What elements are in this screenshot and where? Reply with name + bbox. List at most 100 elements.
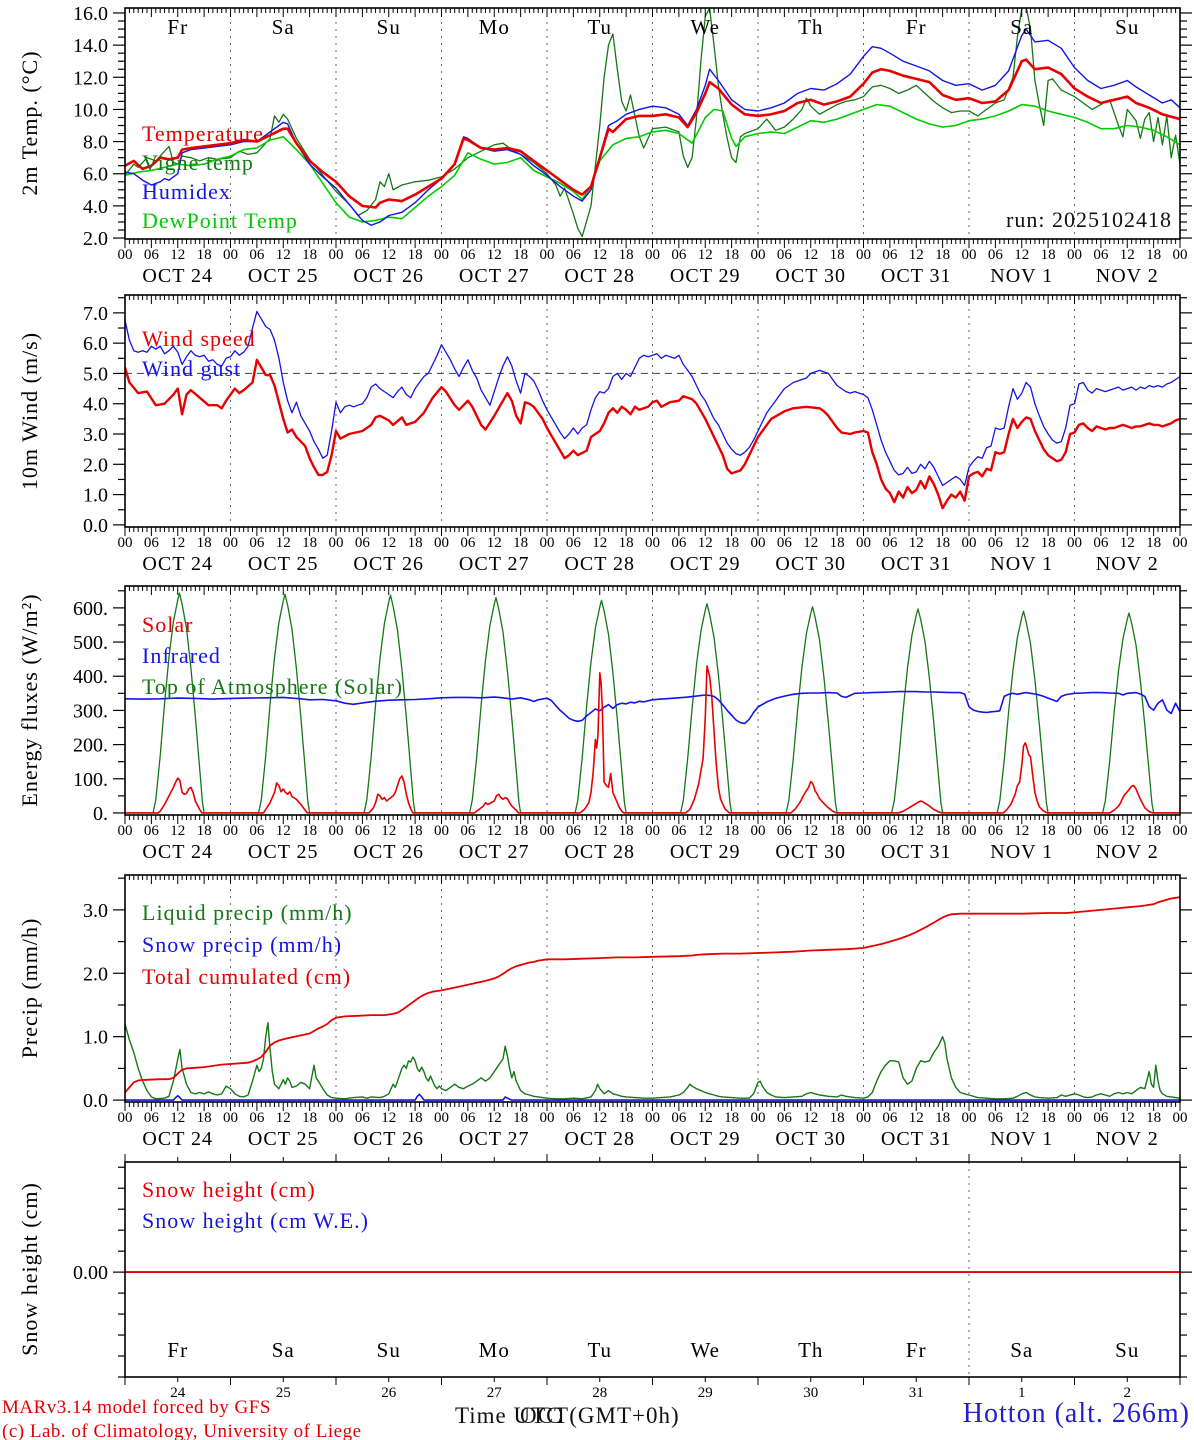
date-label: OCT 24 [142, 841, 213, 863]
hour-label: 06 [566, 823, 582, 839]
panel-3: 3.0 2.0 1.0 0.0 00 06 12 18 00 06 12 18 00 06 12 18 00 06… [83, 874, 1192, 1150]
hour-label: 00 [223, 535, 238, 551]
day-label: Su [1115, 15, 1139, 39]
date-label: OCT 25 [248, 265, 319, 287]
hour-label: 06 [460, 247, 476, 263]
hour-label: 00 [645, 823, 660, 839]
hour-label: 12 [698, 1110, 713, 1126]
hour-label: 12 [381, 247, 396, 263]
y-tick-label: 0. [93, 803, 108, 825]
hour-label: 00 [223, 247, 238, 263]
date-label: OCT 24 [142, 265, 213, 287]
y-ticks [113, 297, 1192, 526]
y-tick-label: 10.0 [73, 99, 108, 121]
series-group [125, 310, 1180, 510]
hour-label: 18 [724, 823, 739, 839]
y-tick-label: 400. [73, 666, 108, 688]
hour-label: 00 [962, 1110, 977, 1126]
day-label: Fr [167, 15, 188, 39]
hour-label: 12 [592, 535, 607, 551]
hour-label: 18 [935, 247, 950, 263]
hour-label: 06 [249, 1110, 265, 1126]
series-group [125, 8, 1180, 238]
series-total-cumulated-cm- [125, 896, 1180, 1094]
hour-label: 06 [988, 247, 1004, 263]
hour-label: 00 [751, 247, 766, 263]
y-tick-label: 0.0 [83, 1090, 108, 1112]
hour-label: 12 [276, 1110, 291, 1126]
panel-2: 600. 500. 400. 300. 200. 100. 0. 00 06 12 18 00 06 12… [73, 585, 1192, 863]
hour-label: 12 [487, 1110, 502, 1126]
hour-label: 06 [882, 823, 898, 839]
y-tick-label: 100. [73, 769, 108, 791]
hour-label: 18 [1146, 535, 1161, 551]
y-ticks [113, 1166, 1192, 1378]
hour-label: 00 [540, 823, 555, 839]
hour-label: 18 [1041, 823, 1056, 839]
hour-label: 00 [434, 535, 449, 551]
y-tick-label: 200. [73, 735, 108, 757]
y-tick-label: 1.0 [83, 1027, 108, 1049]
hour-label: 00 [118, 823, 133, 839]
hour-label: 00 [856, 1110, 871, 1126]
hour-label: 18 [724, 535, 739, 551]
date-label: OCT 26 [353, 1128, 424, 1150]
hour-label: 06 [355, 1110, 371, 1126]
panel-frame [124, 7, 1181, 240]
panel-frame [124, 1161, 1181, 1378]
hour-label: 06 [566, 247, 582, 263]
hour-label: 12 [1120, 1110, 1135, 1126]
hour-label: 18 [302, 247, 317, 263]
x-ticks [124, 8, 1181, 248]
hour-label: 00 [645, 1110, 660, 1126]
hour-label: 00 [1067, 1110, 1082, 1126]
date-label: OCT 25 [248, 1128, 319, 1150]
hour-label: 06 [671, 1110, 687, 1126]
hour-label: 06 [566, 1110, 582, 1126]
date-label: OCT 29 [670, 1128, 741, 1150]
date-label: OCT 26 [353, 553, 424, 575]
hour-label: 12 [381, 535, 396, 551]
hour-label: 06 [144, 1110, 160, 1126]
y-tick-label: 7.0 [83, 303, 108, 325]
day-label: Mo [479, 15, 510, 39]
hour-label: 06 [882, 247, 898, 263]
series-group [125, 896, 1180, 1101]
hour-label: 00 [962, 247, 977, 263]
hour-label: 06 [144, 535, 160, 551]
hour-label: 18 [935, 823, 950, 839]
hour-label: 00 [329, 1110, 344, 1126]
date-label: OCT 28 [564, 553, 635, 575]
day-label: Tu [587, 1338, 612, 1362]
hour-label: 18 [513, 823, 528, 839]
day-number: 28 [592, 1385, 607, 1401]
series-group [125, 592, 1180, 814]
date-label: OCT 29 [670, 553, 741, 575]
hour-label: 00 [645, 247, 660, 263]
hour-label: 12 [381, 823, 396, 839]
hour-label: 12 [803, 247, 818, 263]
hour-label: 00 [1173, 247, 1188, 263]
day-label: Th [798, 1338, 823, 1362]
y-tick-label: 12.0 [73, 67, 108, 89]
series-wind-speed [125, 358, 1180, 510]
hour-label: 12 [909, 823, 924, 839]
hour-label: 00 [118, 1110, 133, 1126]
hour-label: 12 [487, 823, 502, 839]
y-tick-label: 2.0 [83, 963, 108, 985]
day-label: Su [377, 15, 401, 39]
y-tick-label: 6.0 [83, 164, 108, 186]
hour-label: 12 [170, 247, 185, 263]
hour-label: 00 [645, 535, 660, 551]
x-ticks [124, 875, 1181, 1111]
hour-label: 06 [777, 823, 793, 839]
series-infrared [125, 690, 1180, 725]
date-label: OCT 27 [459, 1128, 530, 1150]
hour-label: 06 [249, 823, 265, 839]
hour-label: 12 [1120, 823, 1135, 839]
hour-label: 12 [592, 1110, 607, 1126]
date-label: OCT 30 [775, 265, 846, 287]
hour-label: 06 [355, 823, 371, 839]
hour-label: 06 [1093, 535, 1109, 551]
